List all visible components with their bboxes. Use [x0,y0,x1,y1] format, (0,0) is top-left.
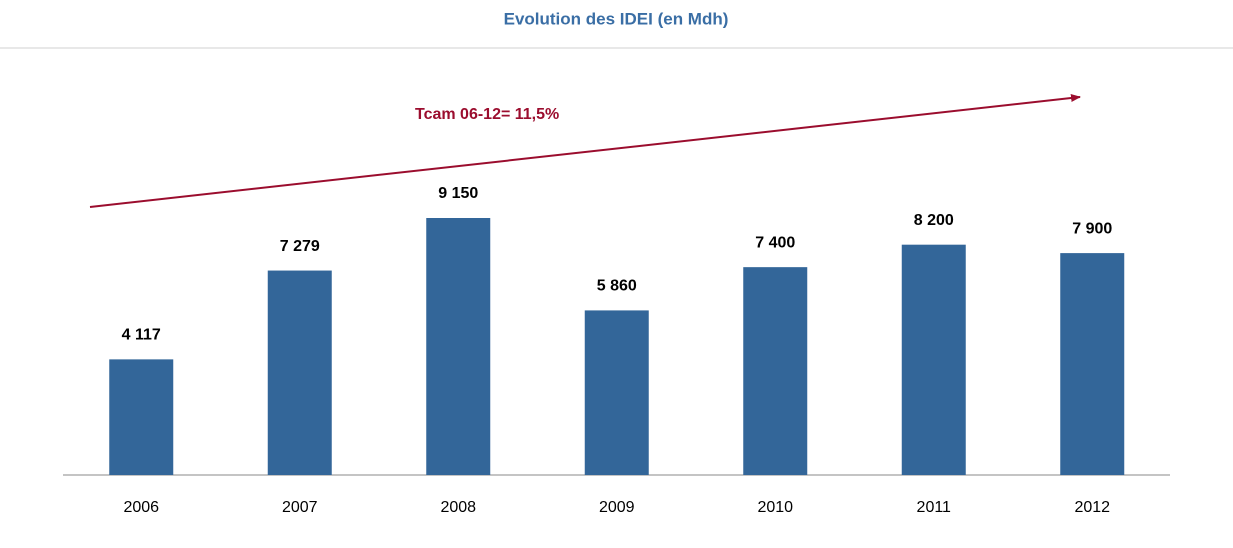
bar [584,310,649,475]
chart-title: Evolution des IDEI (en Mdh) [504,9,729,28]
x-tick-label: 2010 [757,499,793,516]
value-label: 7 279 [280,238,320,255]
bar [267,270,332,475]
x-tick-label: 2007 [282,499,318,516]
bar [109,359,174,475]
x-tick-label: 2006 [123,499,159,516]
bar [1060,253,1125,475]
bar [426,218,491,475]
x-tick-label: 2012 [1074,499,1110,516]
x-tick-label: 2011 [917,499,952,516]
bar [743,267,808,475]
value-label: 7 400 [755,234,795,251]
value-label: 9 150 [438,185,478,202]
trend-arrow [89,94,1081,208]
x-tick-label: 2009 [599,499,635,516]
value-label: 4 117 [122,327,161,344]
annotation: Tcam 06-12= 11,5% [415,106,559,123]
bar [901,244,966,475]
value-label: 8 200 [914,212,954,229]
value-label: 7 900 [1072,220,1112,237]
x-tick-label: 2008 [440,499,476,516]
value-label: 5 860 [597,278,637,295]
